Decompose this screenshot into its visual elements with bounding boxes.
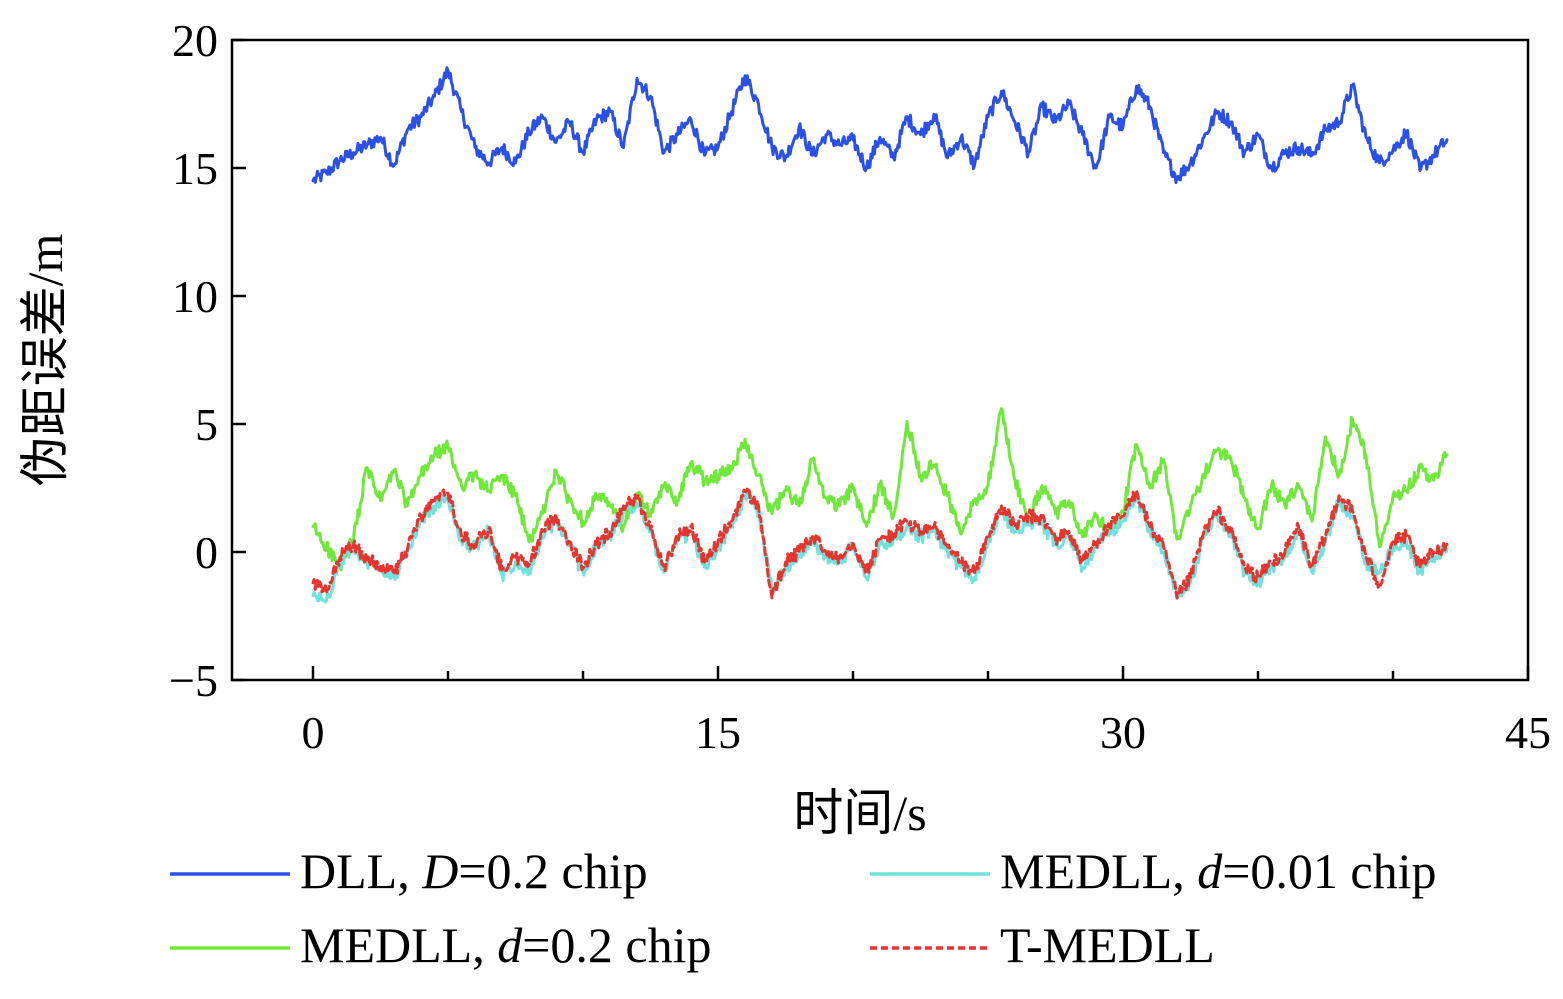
y-tick-label: 20	[172, 15, 218, 66]
series-line-2	[311, 407, 1449, 572]
y-tick-label: 10	[172, 271, 218, 322]
legend: DLL, D=0.2 chip MEDLL, d=0.01 chip MEDLL, …	[170, 843, 1437, 973]
legend-entry: T-MEDLL	[1000, 917, 1215, 973]
y-tick-label: 5	[195, 399, 218, 450]
plot-area-frame	[230, 38, 1530, 682]
x-axis-label: 时间/s	[793, 785, 926, 841]
x-tick-label: 0	[302, 707, 325, 758]
axis-tick-labels: 0 15 30 45 −5 0 5 10 15 20	[169, 15, 1551, 758]
legend-entry: MEDLL, d=0.01 chip	[1000, 843, 1437, 899]
legend-entry: DLL, D=0.2 chip	[300, 843, 648, 899]
legend-entry: MEDLL, d=0.2 chip	[300, 917, 712, 973]
x-tick-label: 30	[1100, 707, 1146, 758]
series-lines	[311, 66, 1449, 604]
y-tick-label: 0	[195, 527, 218, 578]
x-tick-label: 15	[695, 707, 741, 758]
series-line-4	[311, 486, 1449, 600]
series-line-1	[311, 66, 1449, 185]
series-line-3	[311, 490, 1449, 604]
axis-ticks	[232, 38, 1530, 682]
y-axis-label: 伪距误差/m	[17, 234, 73, 487]
x-tick-label: 45	[1505, 707, 1551, 758]
y-tick-label: −5	[169, 655, 218, 706]
y-tick-label: 15	[172, 143, 218, 194]
